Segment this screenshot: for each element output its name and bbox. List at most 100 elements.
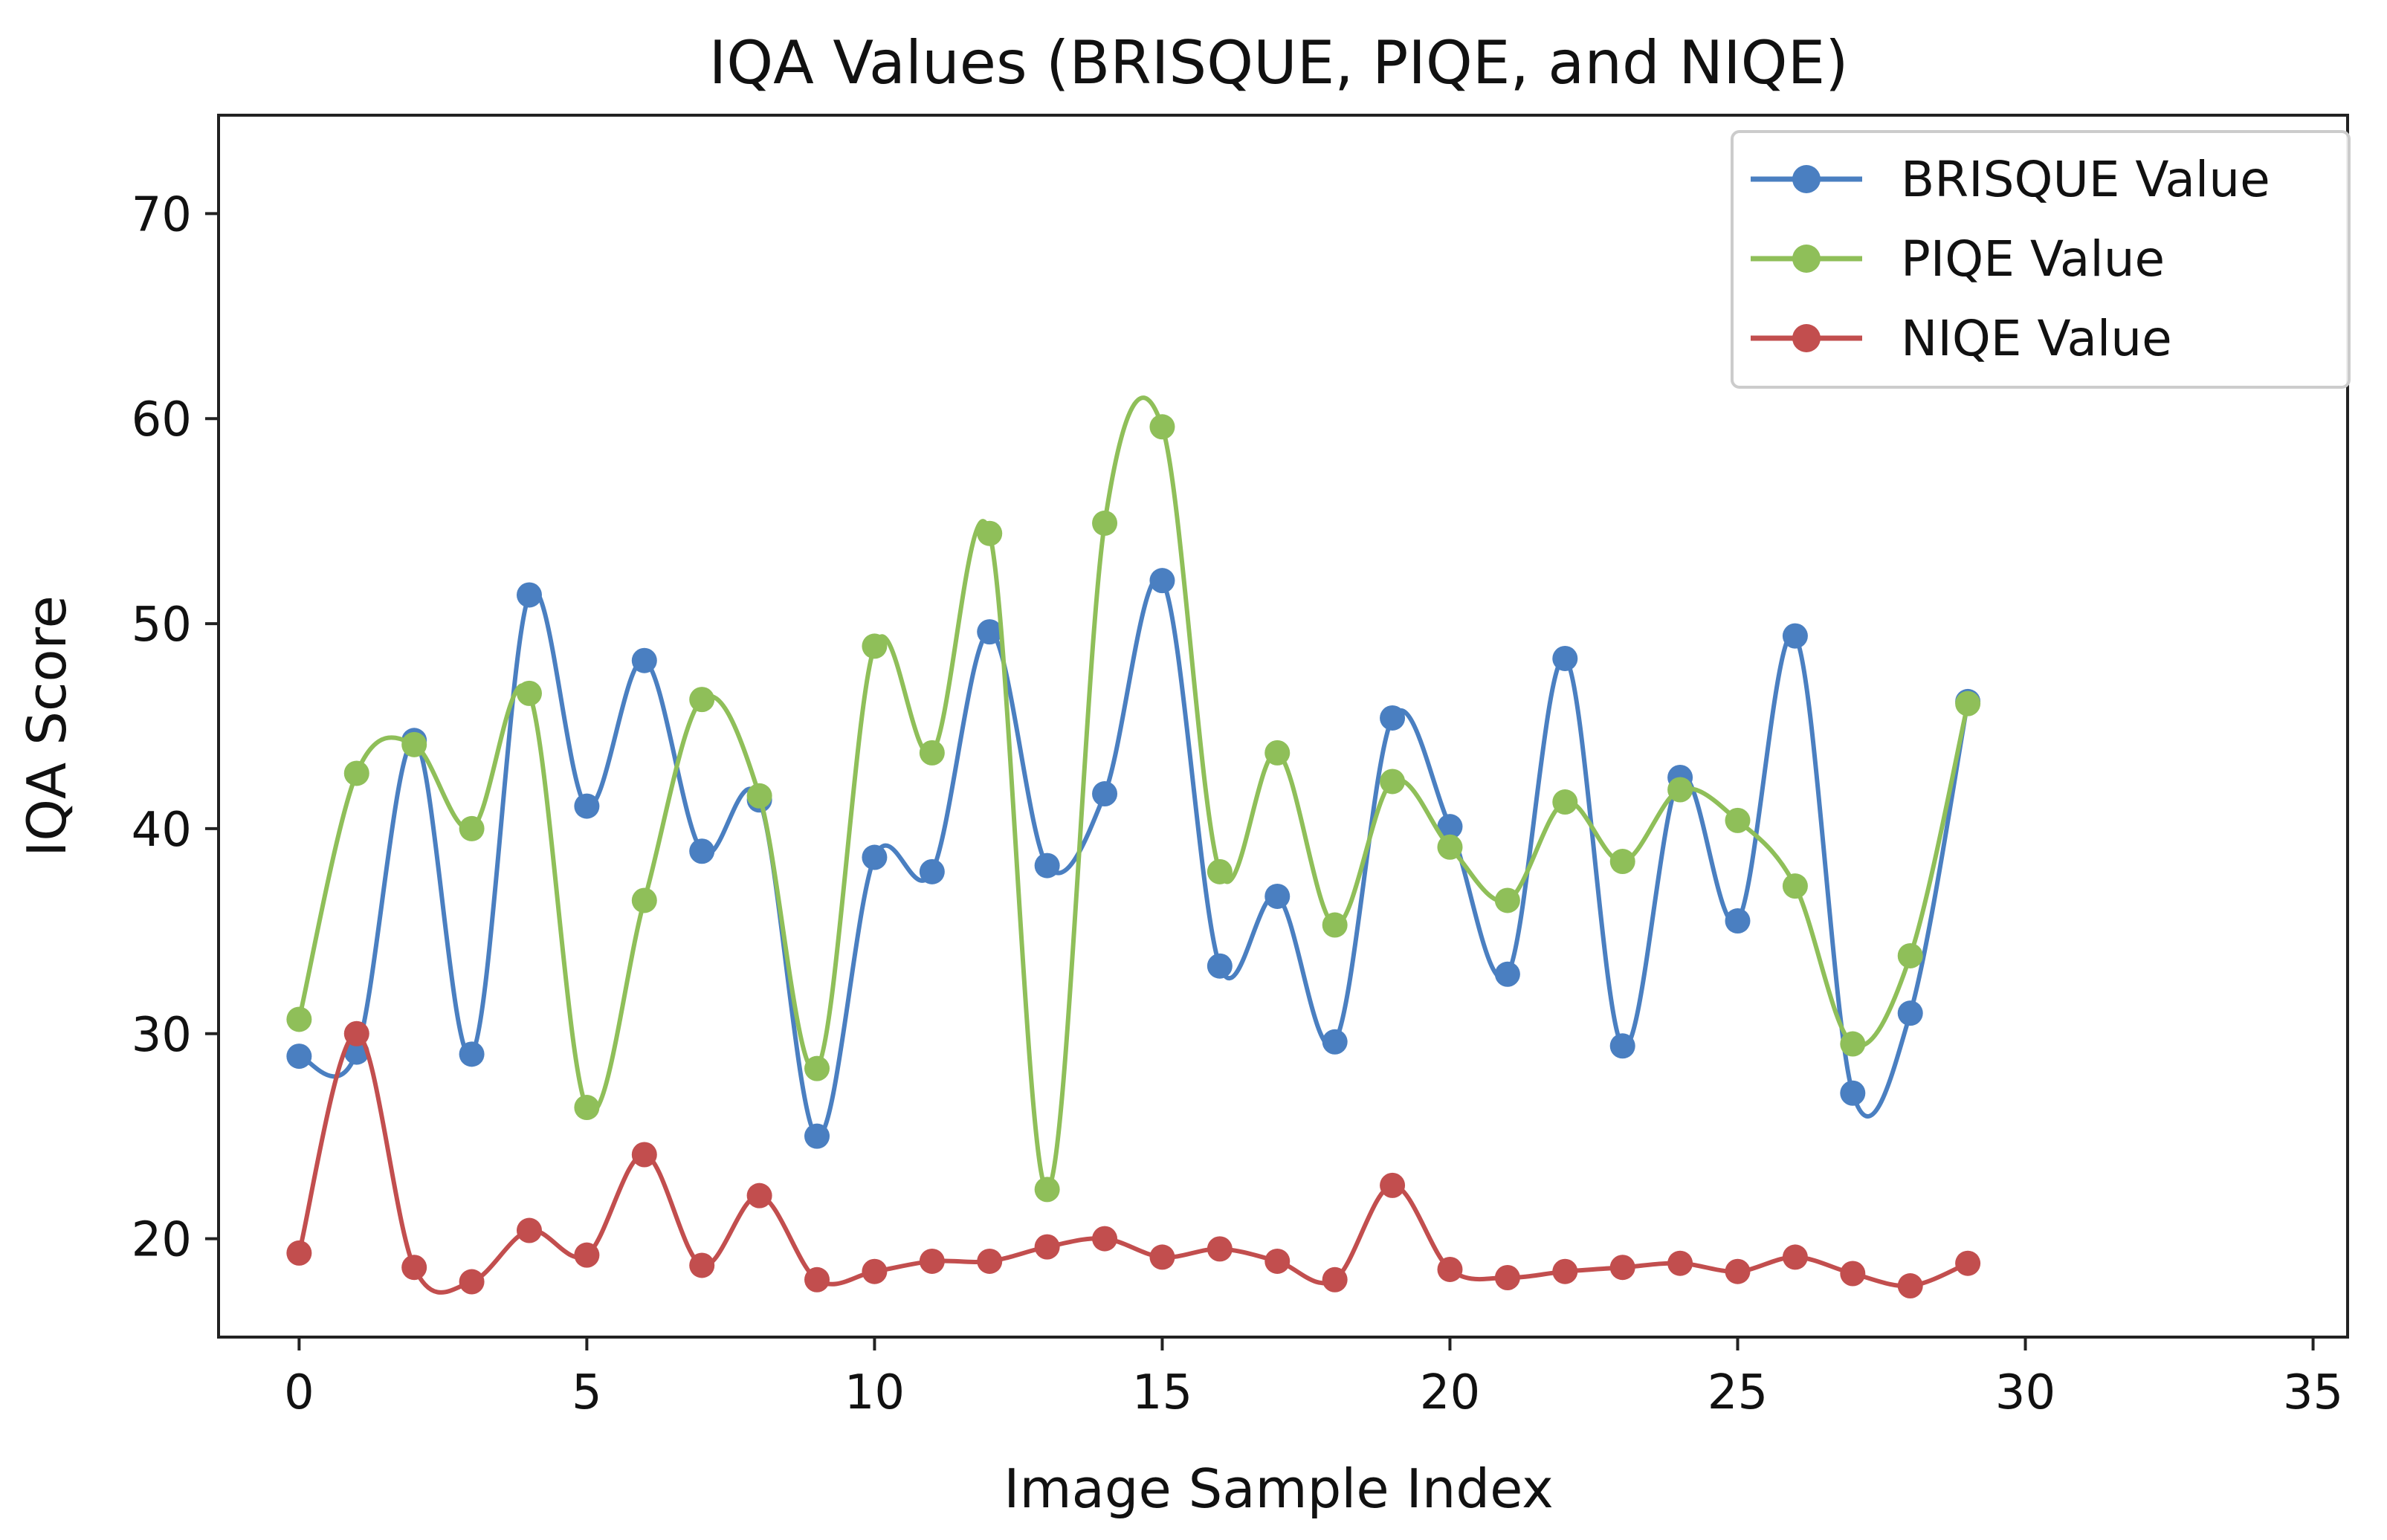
y-tick-label: 70 <box>132 187 192 242</box>
point-brisque <box>1092 781 1118 807</box>
point-niqe <box>1092 1226 1118 1252</box>
point-niqe <box>401 1255 427 1281</box>
point-brisque <box>1149 568 1175 594</box>
point-piqe <box>862 633 888 659</box>
point-niqe <box>631 1142 657 1168</box>
point-niqe <box>343 1020 369 1046</box>
point-brisque <box>516 582 542 608</box>
x-tick-label: 35 <box>2283 1365 2343 1420</box>
point-niqe <box>1494 1265 1520 1291</box>
point-niqe <box>1609 1255 1635 1281</box>
point-niqe <box>1840 1261 1866 1287</box>
point-piqe <box>1034 1177 1060 1203</box>
legend-item-piqe: PIQE Value <box>1751 230 2165 288</box>
point-niqe <box>862 1258 888 1284</box>
point-brisque <box>804 1123 830 1149</box>
point-piqe <box>343 760 369 786</box>
point-piqe <box>804 1055 830 1081</box>
point-piqe <box>746 783 772 809</box>
point-niqe <box>1380 1172 1406 1198</box>
point-brisque <box>574 793 600 819</box>
y-tick-label: 50 <box>132 598 192 653</box>
point-brisque <box>1494 961 1520 987</box>
point-piqe <box>1207 858 1233 884</box>
y-axis: 20 30 40 50 60 70 <box>132 187 219 1268</box>
point-piqe <box>1667 777 1693 803</box>
point-piqe <box>631 887 657 913</box>
point-brisque <box>1840 1080 1866 1106</box>
point-piqe <box>1092 510 1118 536</box>
y-tick-label: 60 <box>132 392 192 447</box>
legend-item-brisque: BRISQUE Value <box>1751 151 2270 208</box>
y-tick-label: 30 <box>132 1008 192 1063</box>
legend-label-niqe: NIQE Value <box>1901 310 2172 367</box>
point-piqe <box>1897 942 1923 968</box>
point-piqe <box>689 687 715 713</box>
point-piqe <box>1840 1031 1866 1057</box>
legend-item-niqe: NIQE Value <box>1751 310 2172 367</box>
point-brisque <box>1322 1029 1348 1055</box>
point-niqe <box>574 1242 600 1268</box>
point-piqe <box>1437 834 1463 860</box>
x-tick-label: 5 <box>572 1365 602 1420</box>
point-piqe <box>286 1006 312 1032</box>
point-piqe <box>1322 912 1348 938</box>
point-niqe <box>1897 1273 1923 1299</box>
point-niqe <box>1264 1248 1291 1274</box>
x-tick-label: 10 <box>844 1365 905 1420</box>
y-tick-label: 40 <box>132 803 192 858</box>
point-brisque <box>1782 623 1808 649</box>
x-tick-label: 0 <box>284 1365 314 1420</box>
point-brisque <box>1897 1000 1923 1026</box>
legend: BRISQUE Value PIQE Value NIQE Value <box>1731 130 2351 389</box>
point-brisque <box>631 647 657 673</box>
legend-marker-piqe <box>1792 245 1821 273</box>
point-brisque <box>1034 852 1060 879</box>
point-brisque <box>286 1044 312 1070</box>
y-axis-label: IQA Score <box>16 595 78 857</box>
series-layer <box>286 395 1981 1299</box>
point-niqe <box>746 1182 772 1209</box>
point-niqe <box>919 1248 945 1274</box>
point-niqe <box>1725 1258 1751 1284</box>
legend-frame <box>1731 130 2351 389</box>
y-tick-label: 20 <box>132 1213 192 1268</box>
point-piqe <box>1380 769 1406 795</box>
point-piqe <box>401 731 427 757</box>
point-niqe <box>1034 1234 1060 1260</box>
x-axis-label: Image Sample Index <box>1004 1458 1553 1520</box>
point-niqe <box>1782 1244 1808 1270</box>
chart-title: IQA Values (BRISQUE, PIQE, and NIQE) <box>709 28 1849 97</box>
point-niqe <box>1207 1236 1233 1262</box>
point-niqe <box>1437 1256 1463 1282</box>
point-piqe <box>574 1095 600 1121</box>
x-tick-label: 15 <box>1132 1365 1192 1420</box>
point-niqe <box>1667 1250 1693 1276</box>
point-niqe <box>516 1217 542 1243</box>
point-piqe <box>1494 887 1520 913</box>
point-niqe <box>804 1266 830 1292</box>
point-brisque <box>1264 883 1291 909</box>
point-niqe <box>1322 1266 1348 1292</box>
plot-frame <box>217 114 2349 1339</box>
point-niqe <box>459 1269 485 1295</box>
point-piqe <box>1725 807 1751 833</box>
point-brisque <box>1207 953 1233 979</box>
point-brisque <box>977 619 1003 645</box>
legend-marker-brisque <box>1792 165 1821 193</box>
legend-label-piqe: PIQE Value <box>1901 230 2165 288</box>
point-niqe <box>977 1248 1003 1274</box>
point-niqe <box>689 1252 715 1278</box>
point-piqe <box>1609 849 1635 875</box>
point-niqe <box>286 1240 312 1266</box>
point-brisque <box>1609 1033 1635 1059</box>
point-piqe <box>516 680 542 706</box>
point-brisque <box>689 838 715 864</box>
x-tick-label: 20 <box>1420 1365 1480 1420</box>
point-piqe <box>459 815 485 841</box>
point-piqe <box>1782 873 1808 899</box>
point-piqe <box>1264 740 1291 766</box>
point-brisque <box>1437 814 1463 840</box>
point-niqe <box>1955 1250 1981 1276</box>
